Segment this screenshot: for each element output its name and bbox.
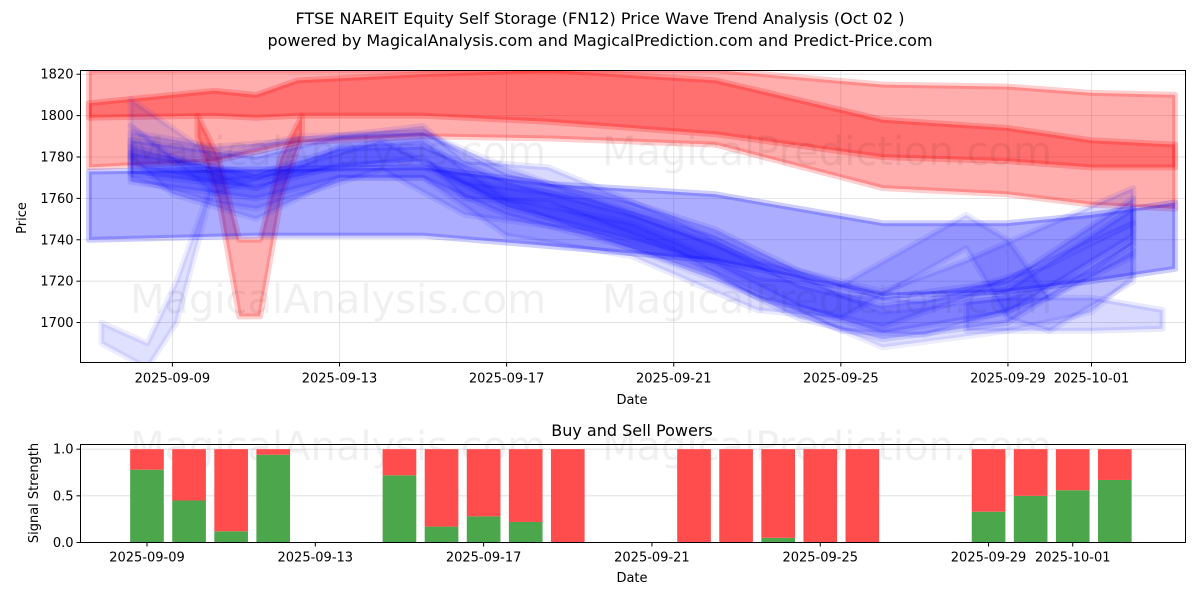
y-tick-label: 1780 <box>40 151 73 166</box>
y-tick-label: 1720 <box>40 275 73 290</box>
sell-bar <box>1014 449 1048 496</box>
sell-bar <box>425 449 459 526</box>
price-plot: MagicalAnalysis.com MagicalPrediction.co… <box>15 68 1186 408</box>
price-bands <box>89 70 1175 368</box>
buy-bar <box>509 522 543 543</box>
x-tick-label: 2025-10-01 <box>1054 372 1130 387</box>
buy-bar <box>1014 496 1048 543</box>
signal-x-ticks: 2025-09-09 2025-09-13 2025-09-17 2025-09-21… <box>109 543 1110 566</box>
x-tick-label: 2025-09-13 <box>278 551 354 566</box>
sell-bar <box>719 449 753 542</box>
buy-bar <box>1098 480 1132 543</box>
y-tick-label: 1740 <box>40 233 73 248</box>
buy-bar <box>383 475 417 542</box>
y-tick-label: 0.0 <box>53 536 74 551</box>
y-tick-label: 1800 <box>40 109 73 124</box>
x-tick-label: 2025-09-21 <box>636 372 712 387</box>
sell-bar <box>1056 449 1090 490</box>
buy-bar <box>130 470 164 543</box>
sell-bar <box>761 449 795 538</box>
x-tick-label: 2025-09-25 <box>782 551 858 566</box>
x-tick-label: 2025-09-17 <box>446 551 522 566</box>
sell-bar <box>256 449 290 455</box>
signal-y-ticks: 0.0 0.5 1.0 <box>53 443 81 551</box>
x-tick-label: 2025-09-17 <box>469 372 545 387</box>
x-tick-label: 2025-10-01 <box>1035 551 1111 566</box>
buy-bar <box>172 501 206 543</box>
sell-bar <box>383 449 417 475</box>
sell-bar <box>846 449 880 542</box>
y-tick-label: 0.5 <box>53 489 74 504</box>
signal-y-axis-label: Signal Strength <box>27 443 42 543</box>
watermark-text: MagicalPrediction.com <box>602 277 1052 323</box>
chart-canvas: MagicalAnalysis.com MagicalPrediction.co… <box>0 0 1200 600</box>
watermark-text: MagicalAnalysis.com <box>130 277 546 323</box>
buy-bar <box>972 512 1006 543</box>
price-y-ticks: 1700 1720 1740 1760 1780 1800 1820 <box>40 68 80 331</box>
signal-plot: Buy and Sell Powers MagicalAnalysis.com … <box>27 421 1186 586</box>
price-y-axis-label: Price <box>15 202 30 234</box>
x-tick-label: 2025-09-09 <box>135 372 211 387</box>
buy-bar <box>256 455 290 543</box>
sell-bar <box>803 449 837 542</box>
y-tick-label: 1760 <box>40 192 73 207</box>
sell-bar <box>130 449 164 470</box>
price-x-ticks: 2025-09-09 2025-09-13 2025-09-17 2025-09-21… <box>135 363 1130 387</box>
y-tick-label: 1.0 <box>53 443 74 458</box>
buy-bar <box>214 531 248 542</box>
x-tick-label: 2025-09-29 <box>951 551 1027 566</box>
x-tick-label: 2025-09-21 <box>614 551 690 566</box>
sell-bar <box>509 449 543 522</box>
sell-bar <box>172 449 206 500</box>
sell-bar <box>214 449 248 531</box>
sell-bar <box>677 449 711 542</box>
buy-bar <box>467 516 501 542</box>
x-tick-label: 2025-09-13 <box>302 372 378 387</box>
buy-bar <box>1056 490 1090 542</box>
x-tick-label: 2025-09-09 <box>109 551 185 566</box>
sell-bar <box>467 449 501 516</box>
sell-bar <box>1098 449 1132 480</box>
sell-bar <box>972 449 1006 512</box>
watermark-text: MagicalPrediction.com <box>602 129 1052 175</box>
y-tick-label: 1820 <box>40 68 73 83</box>
y-tick-label: 1700 <box>40 316 73 331</box>
x-tick-label: 2025-09-29 <box>970 372 1046 387</box>
sell-bar <box>551 449 585 542</box>
watermark-text: MagicalAnalysis.com <box>130 129 546 175</box>
x-tick-label: 2025-09-25 <box>803 372 879 387</box>
price-x-axis-label: Date <box>616 393 647 408</box>
buy-bar <box>425 527 459 543</box>
buy-bar <box>761 538 795 543</box>
signal-x-axis-label: Date <box>616 571 647 586</box>
